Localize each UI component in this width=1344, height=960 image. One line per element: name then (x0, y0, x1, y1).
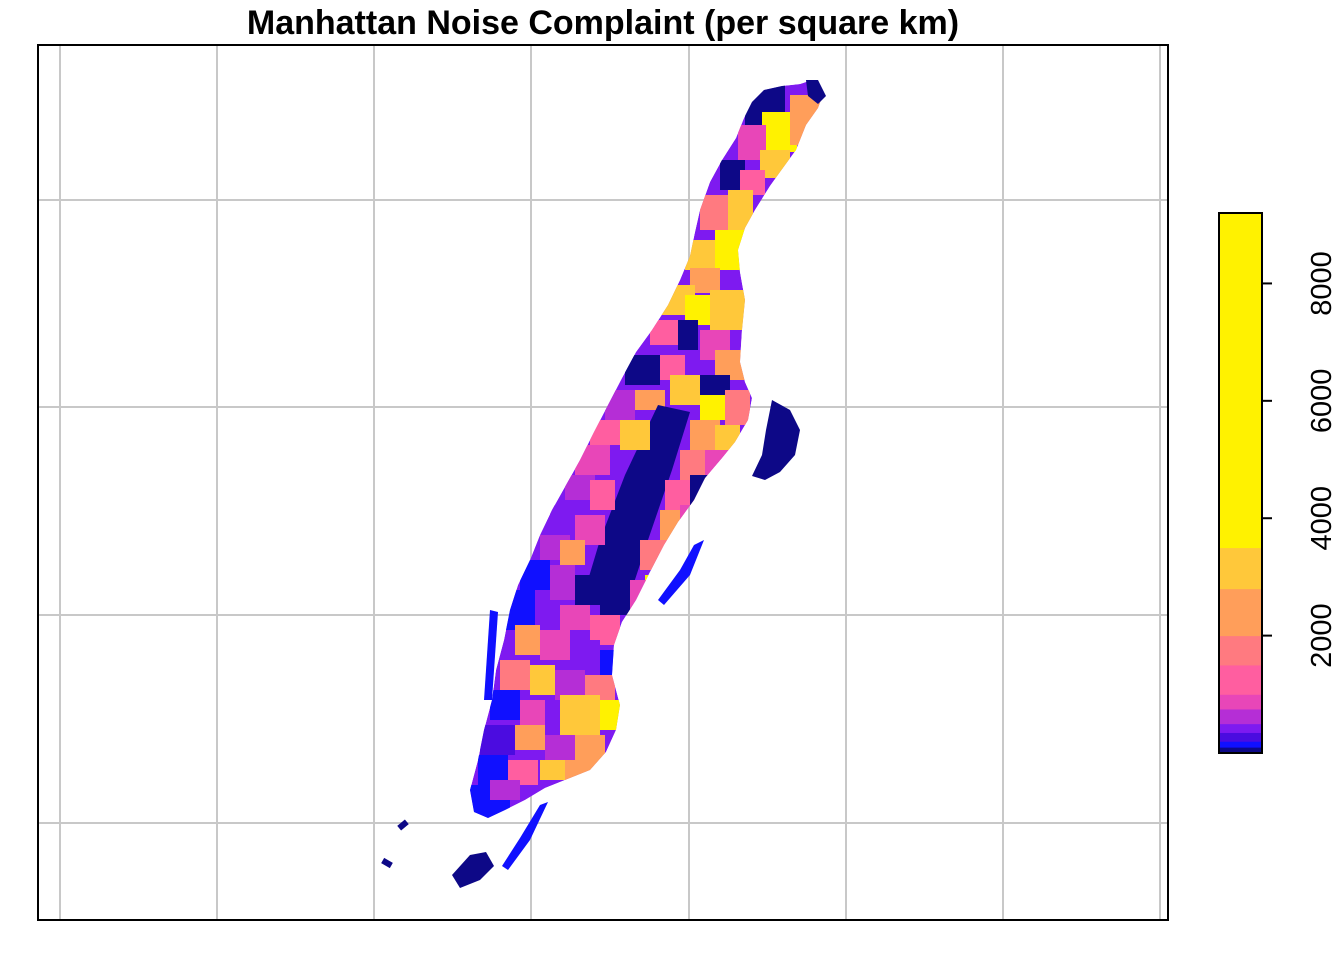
district-block (550, 565, 575, 600)
district-block (515, 725, 545, 750)
ellis-island (381, 857, 393, 869)
district-block (490, 780, 520, 800)
legend-frame (1218, 212, 1263, 754)
central-park (585, 405, 690, 610)
map-title: Manhattan Noise Complaint (per square km… (246, 4, 960, 42)
district-block (620, 420, 650, 450)
legend-swatch (1219, 747, 1262, 754)
district-block (570, 640, 600, 670)
district-block (540, 760, 565, 780)
legend-swatch (1219, 664, 1262, 695)
legend-swatch (1219, 741, 1262, 748)
legend-swatch (1219, 732, 1262, 742)
west-pier-strip (484, 610, 498, 700)
district-block (560, 695, 600, 735)
legend-swatch (1219, 723, 1262, 733)
map-frame (37, 44, 1169, 921)
district-block (545, 735, 575, 760)
district-block (635, 390, 665, 410)
district-block (670, 375, 700, 405)
district-block (530, 665, 555, 695)
legend-swatch (1219, 588, 1262, 637)
district-block (490, 690, 520, 720)
legend-tick-label: 8000 (1306, 251, 1338, 316)
district-block (520, 700, 545, 725)
district-block (678, 320, 698, 350)
legend-swatch (1219, 213, 1262, 549)
district-block (500, 660, 530, 690)
legend-swatch (1219, 547, 1262, 590)
district-block (590, 480, 615, 510)
legend-color-bar (1219, 213, 1262, 754)
district-block (560, 605, 590, 630)
district-block (575, 735, 605, 760)
roosevelt-island (752, 400, 800, 480)
district-block (725, 390, 750, 425)
legend-tick-label: 4000 (1306, 486, 1338, 551)
district-block (560, 540, 585, 565)
minor-islands (381, 80, 826, 888)
liberty-island (397, 819, 409, 831)
manhattan-island (470, 80, 824, 818)
south-pier-strip (502, 802, 548, 870)
legend-swatch (1219, 708, 1262, 725)
legend-tick-label: 6000 (1306, 369, 1338, 434)
legend-ticks: 2000 4000 6000 8000 (1262, 251, 1338, 668)
district-block (710, 290, 745, 330)
district-block (700, 375, 730, 395)
district-block (480, 725, 515, 755)
district-block (700, 195, 730, 230)
district-block (600, 700, 620, 730)
governors-island (452, 852, 494, 888)
randalls-strip (806, 80, 826, 104)
legend-swatch (1219, 694, 1262, 710)
east-pier-strip (658, 540, 704, 605)
legend-tick-label: 2000 (1306, 603, 1338, 668)
district-block (575, 575, 600, 605)
district-block (540, 630, 570, 660)
district-block (515, 625, 540, 655)
legend-swatch (1219, 635, 1262, 666)
district-block (600, 585, 630, 615)
